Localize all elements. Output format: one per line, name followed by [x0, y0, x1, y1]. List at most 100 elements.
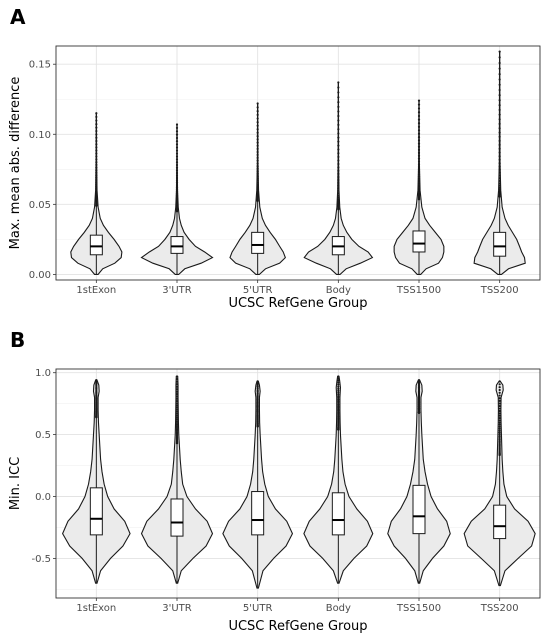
- outlier-point: [175, 186, 179, 189]
- outlier-point: [95, 158, 98, 161]
- y-tick-label: 0.05: [29, 200, 51, 211]
- outlier-point: [498, 171, 501, 174]
- outlier-point: [256, 110, 259, 113]
- outlier-point: [417, 165, 421, 168]
- outlier-point: [498, 168, 501, 171]
- outlier-point: [256, 141, 259, 144]
- outlier-point: [498, 416, 501, 420]
- outlier-point: [175, 375, 179, 378]
- outlier-point: [337, 136, 340, 139]
- outlier-point: [95, 133, 98, 136]
- box-iqr: [89, 487, 103, 536]
- outlier-point: [175, 123, 179, 126]
- outlier-point: [498, 61, 501, 65]
- outlier-point: [337, 181, 340, 184]
- outlier-point: [498, 414, 501, 417]
- outlier-point: [498, 50, 501, 53]
- outlier-point: [337, 175, 340, 179]
- outlier-point: [498, 108, 501, 112]
- outlier-point: [337, 203, 340, 206]
- outlier-point: [498, 174, 501, 177]
- outlier-point: [256, 170, 259, 173]
- outlier-point: [256, 174, 259, 178]
- outlier-point: [337, 398, 340, 401]
- outlier-point: [256, 172, 259, 175]
- outlier-point: [175, 412, 179, 415]
- outlier-point: [256, 383, 259, 387]
- outlier-point: [256, 164, 259, 168]
- box-iqr: [170, 498, 184, 537]
- outlier-point: [337, 387, 340, 390]
- outlier-point: [337, 132, 340, 135]
- outlier-point: [417, 142, 421, 145]
- outlier-point: [175, 380, 179, 383]
- outlier-point: [498, 83, 501, 86]
- outlier-point: [498, 425, 501, 428]
- outlier-point: [256, 192, 259, 195]
- outlier-point: [256, 153, 259, 157]
- box-iqr: [493, 231, 507, 257]
- outlier-point: [498, 186, 501, 189]
- outlier-point: [498, 155, 501, 158]
- outlier-point: [95, 152, 98, 155]
- x-tick-label: TSS200: [480, 603, 519, 614]
- outlier-point: [256, 181, 259, 184]
- outlier-point: [498, 423, 501, 426]
- outlier-point: [175, 399, 179, 403]
- outlier-point: [175, 140, 179, 143]
- outlier-point: [498, 419, 501, 422]
- outlier-point: [175, 143, 179, 146]
- outlier-point: [175, 171, 179, 175]
- outlier-point: [95, 191, 98, 194]
- outlier-point: [256, 128, 259, 131]
- outlier-point: [256, 144, 259, 147]
- outlier-point: [417, 168, 421, 171]
- outlier-point: [498, 56, 501, 59]
- outlier-point: [95, 379, 98, 382]
- outlier-point: [337, 162, 340, 166]
- outlier-point: [256, 380, 259, 383]
- outlier-point: [498, 135, 501, 138]
- outlier-point: [95, 149, 98, 152]
- outlier-point: [337, 403, 340, 406]
- outlier-point: [175, 425, 179, 428]
- outlier-point: [498, 179, 501, 182]
- outlier-point: [256, 392, 259, 395]
- outlier-point: [95, 174, 98, 177]
- outlier-point: [175, 158, 179, 161]
- plot-frame: [55, 45, 541, 281]
- x-axis-title: UCSC RefGene Group: [228, 619, 367, 634]
- outlier-point: [337, 194, 340, 197]
- outlier-point: [498, 433, 501, 436]
- outlier-point: [175, 197, 179, 200]
- outlier-point: [175, 408, 179, 411]
- outlier-point: [256, 131, 259, 134]
- outlier-point: [417, 139, 421, 142]
- outlier-point: [498, 436, 501, 440]
- outlier-point: [175, 393, 179, 396]
- outlier-point: [337, 393, 340, 396]
- outlier-point: [95, 129, 98, 133]
- outlier-point: [95, 169, 98, 172]
- outlier-point: [95, 115, 98, 119]
- outlier-point: [256, 190, 259, 193]
- outlier-point: [95, 181, 98, 184]
- outlier-point: [498, 386, 501, 389]
- outlier-point: [417, 175, 421, 178]
- outlier-point: [498, 429, 501, 432]
- outlier-point: [256, 382, 259, 385]
- outlier-point: [498, 394, 501, 397]
- outlier-point: [337, 155, 340, 159]
- outlier-point: [417, 160, 421, 163]
- outlier-point: [175, 194, 179, 197]
- outlier-point: [498, 73, 501, 76]
- outlier-point: [417, 379, 421, 382]
- y-tick-label: 1.0: [35, 368, 51, 379]
- outlier-point: [417, 151, 421, 154]
- outlier-point: [175, 126, 179, 130]
- outlier-point: [417, 170, 421, 173]
- outlier-point: [337, 159, 340, 162]
- x-tick-label: 5'UTR: [243, 603, 273, 614]
- outlier-point: [417, 173, 421, 176]
- outlier-point: [498, 441, 501, 444]
